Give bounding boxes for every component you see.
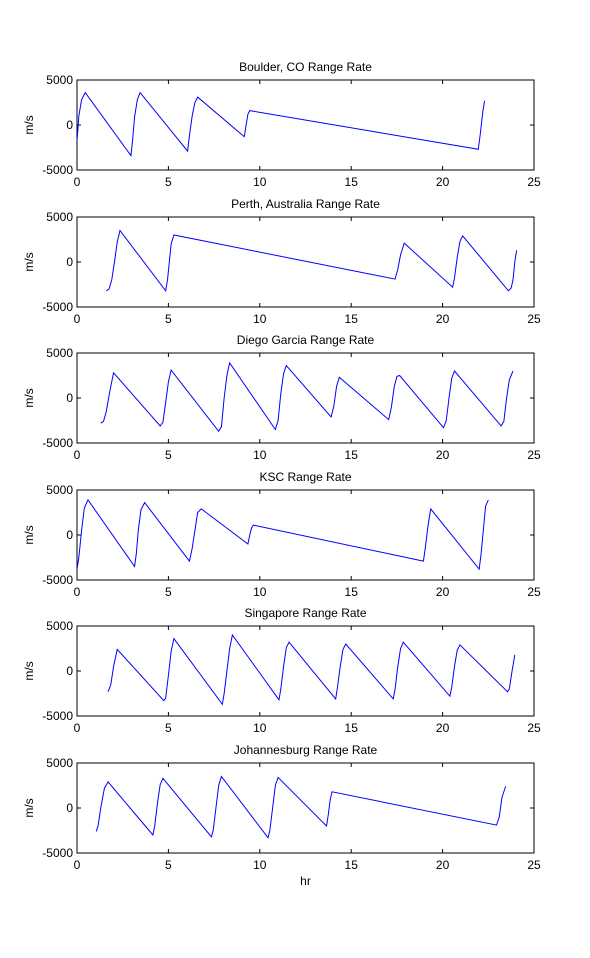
y-tick-label: 0: [66, 391, 73, 405]
x-tick-label: 25: [527, 175, 541, 189]
y-axis-label: m/s: [22, 661, 36, 680]
series-line-1: [100, 361, 514, 433]
y-tick-label: 5000: [46, 346, 73, 360]
y-tick-label: 0: [66, 664, 73, 678]
x-tick-label: 25: [527, 858, 541, 872]
axes-box: [76, 216, 535, 308]
x-tick-label: 0: [74, 585, 81, 599]
y-tick-label: 5000: [46, 210, 73, 224]
subplot-title: Perth, Australia Range Rate: [231, 197, 380, 211]
x-tick-label: 0: [74, 175, 81, 189]
axes-box: [76, 352, 535, 444]
y-tick-label: -5000: [42, 846, 73, 860]
series-line-1: [105, 229, 518, 293]
x-tick-label: 15: [345, 721, 359, 735]
y-axis-label: m/s: [22, 115, 36, 134]
subplot-2: Perth, Australia Range Rate 0 5 10 15 20 25 -50…: [22, 197, 541, 326]
y-tick-label: 5000: [46, 483, 73, 497]
x-tick-label: 10: [253, 585, 267, 599]
x-tick-label: 10: [253, 858, 267, 872]
y-tick-label: 0: [66, 528, 73, 542]
series-line-1: [107, 633, 516, 706]
x-tick-label: 5: [165, 448, 172, 462]
y-tick-label: -5000: [42, 573, 73, 587]
x-tick-label: 15: [345, 312, 359, 326]
y-tick-label: 0: [66, 801, 73, 815]
y-tick-label: 5000: [46, 619, 73, 633]
x-tick-label: 10: [253, 175, 267, 189]
y-axis-label: m/s: [22, 798, 36, 817]
x-tick-label: 0: [74, 721, 81, 735]
y-tick-label: -5000: [42, 709, 73, 723]
y-tick-label: 0: [66, 118, 73, 132]
x-tick-label: 0: [74, 858, 81, 872]
y-axis-label: m/s: [22, 252, 36, 271]
x-tick-label: 10: [253, 721, 267, 735]
x-tick-label: 5: [165, 312, 172, 326]
y-tick-label: 0: [66, 255, 73, 269]
x-tick-label: 5: [165, 858, 172, 872]
subplot-title: Singapore Range Rate: [244, 606, 366, 620]
axes-box: [76, 762, 535, 854]
x-tick-label: 5: [165, 585, 172, 599]
series-line-1: [76, 91, 486, 157]
axes-box: [76, 625, 535, 717]
x-axis-label: hr: [300, 874, 311, 888]
x-tick-label: 20: [436, 175, 450, 189]
y-axis-label: m/s: [22, 388, 36, 407]
subplot-title: Johannesburg Range Rate: [234, 743, 378, 757]
x-tick-label: 20: [436, 312, 450, 326]
x-tick-label: 25: [527, 721, 541, 735]
y-tick-label: -5000: [42, 300, 73, 314]
x-tick-label: 25: [527, 312, 541, 326]
x-tick-label: 25: [527, 585, 541, 599]
x-tick-label: 5: [165, 175, 172, 189]
x-tick-label: 15: [345, 175, 359, 189]
y-axis-label: m/s: [22, 525, 36, 544]
x-tick-label: 10: [253, 448, 267, 462]
axes-box: [76, 79, 535, 171]
x-tick-label: 0: [74, 448, 81, 462]
subplot-title: KSC Range Rate: [259, 470, 351, 484]
x-tick-label: 0: [74, 312, 81, 326]
y-tick-label: -5000: [42, 436, 73, 450]
x-tick-label: 15: [345, 585, 359, 599]
x-tick-label: 5: [165, 721, 172, 735]
x-tick-label: 20: [436, 585, 450, 599]
x-tick-label: 10: [253, 312, 267, 326]
y-tick-label: 5000: [46, 73, 73, 87]
x-tick-label: 20: [436, 721, 450, 735]
subplot-title: Boulder, CO Range Rate: [239, 60, 372, 74]
series-line-1: [95, 775, 507, 839]
subplot-title: Diego Garcia Range Rate: [237, 333, 375, 347]
y-tick-label: -5000: [42, 163, 73, 177]
x-tick-label: 25: [527, 448, 541, 462]
y-tick-label: 5000: [46, 756, 73, 770]
x-tick-label: 15: [345, 858, 359, 872]
series-line-1: [76, 498, 489, 571]
x-tick-label: 20: [436, 858, 450, 872]
x-tick-label: 15: [345, 448, 359, 462]
x-tick-label: 20: [436, 448, 450, 462]
